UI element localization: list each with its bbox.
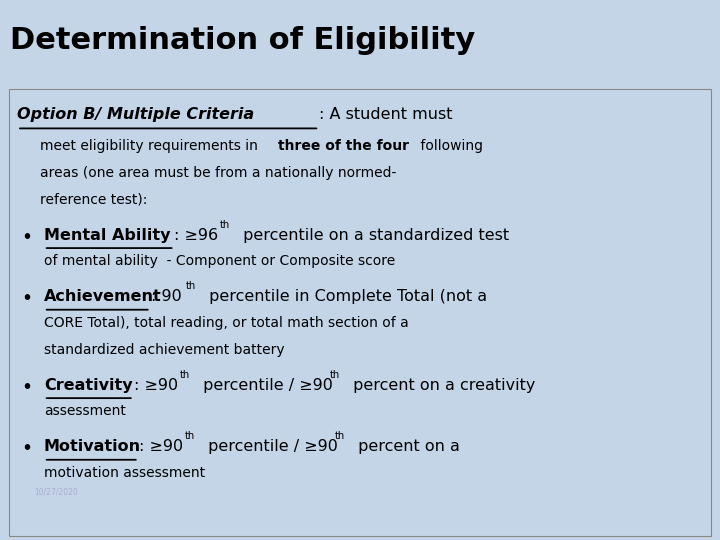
- Text: Creativity: Creativity: [44, 377, 132, 393]
- Text: three of the four: three of the four: [279, 139, 410, 153]
- Text: •: •: [22, 227, 32, 247]
- Text: meet eligibility requirements in: meet eligibility requirements in: [40, 139, 262, 153]
- Text: Motivation: Motivation: [44, 439, 141, 454]
- Text: percentile / ≥90: percentile / ≥90: [202, 439, 338, 454]
- Text: th: th: [330, 369, 340, 380]
- Text: percentile / ≥90: percentile / ≥90: [198, 377, 333, 393]
- Text: Option B/ Multiple Criteria: Option B/ Multiple Criteria: [17, 107, 254, 122]
- Text: : A student must: : A student must: [319, 107, 453, 122]
- Text: : ≥90: : ≥90: [139, 439, 183, 454]
- Text: motivation assessment: motivation assessment: [44, 466, 205, 480]
- Text: : 90: : 90: [150, 289, 181, 304]
- Text: •: •: [22, 377, 32, 396]
- Text: Mental Ability: Mental Ability: [44, 227, 170, 242]
- Text: percent on a creativity: percent on a creativity: [348, 377, 536, 393]
- Text: percentile on a standardized test: percentile on a standardized test: [238, 227, 510, 242]
- Text: th: th: [220, 219, 230, 230]
- Text: th: th: [179, 369, 189, 380]
- Text: CORE Total), total reading, or total math section of a: CORE Total), total reading, or total mat…: [44, 316, 408, 330]
- Text: •: •: [22, 439, 32, 458]
- Text: percentile in Complete Total (not a: percentile in Complete Total (not a: [204, 289, 487, 304]
- Text: th: th: [184, 431, 194, 441]
- Text: Achievement: Achievement: [44, 289, 161, 304]
- Text: of mental ability  - Component or Composite score: of mental ability - Component or Composi…: [44, 254, 395, 268]
- Text: reference test):: reference test):: [40, 193, 147, 207]
- Text: th: th: [335, 431, 345, 441]
- Text: th: th: [186, 281, 196, 291]
- Text: assessment: assessment: [44, 404, 126, 418]
- Text: percent on a: percent on a: [353, 439, 460, 454]
- Text: areas (one area must be from a nationally normed-: areas (one area must be from a nationall…: [40, 166, 396, 180]
- Text: : ≥96: : ≥96: [174, 227, 219, 242]
- Text: Determination of Eligibility: Determination of Eligibility: [10, 26, 475, 55]
- Text: following: following: [416, 139, 483, 153]
- Text: •: •: [22, 289, 32, 308]
- Text: : ≥90: : ≥90: [134, 377, 178, 393]
- Text: 10/27/2020: 10/27/2020: [35, 488, 78, 496]
- Text: standardized achievement battery: standardized achievement battery: [44, 343, 284, 357]
